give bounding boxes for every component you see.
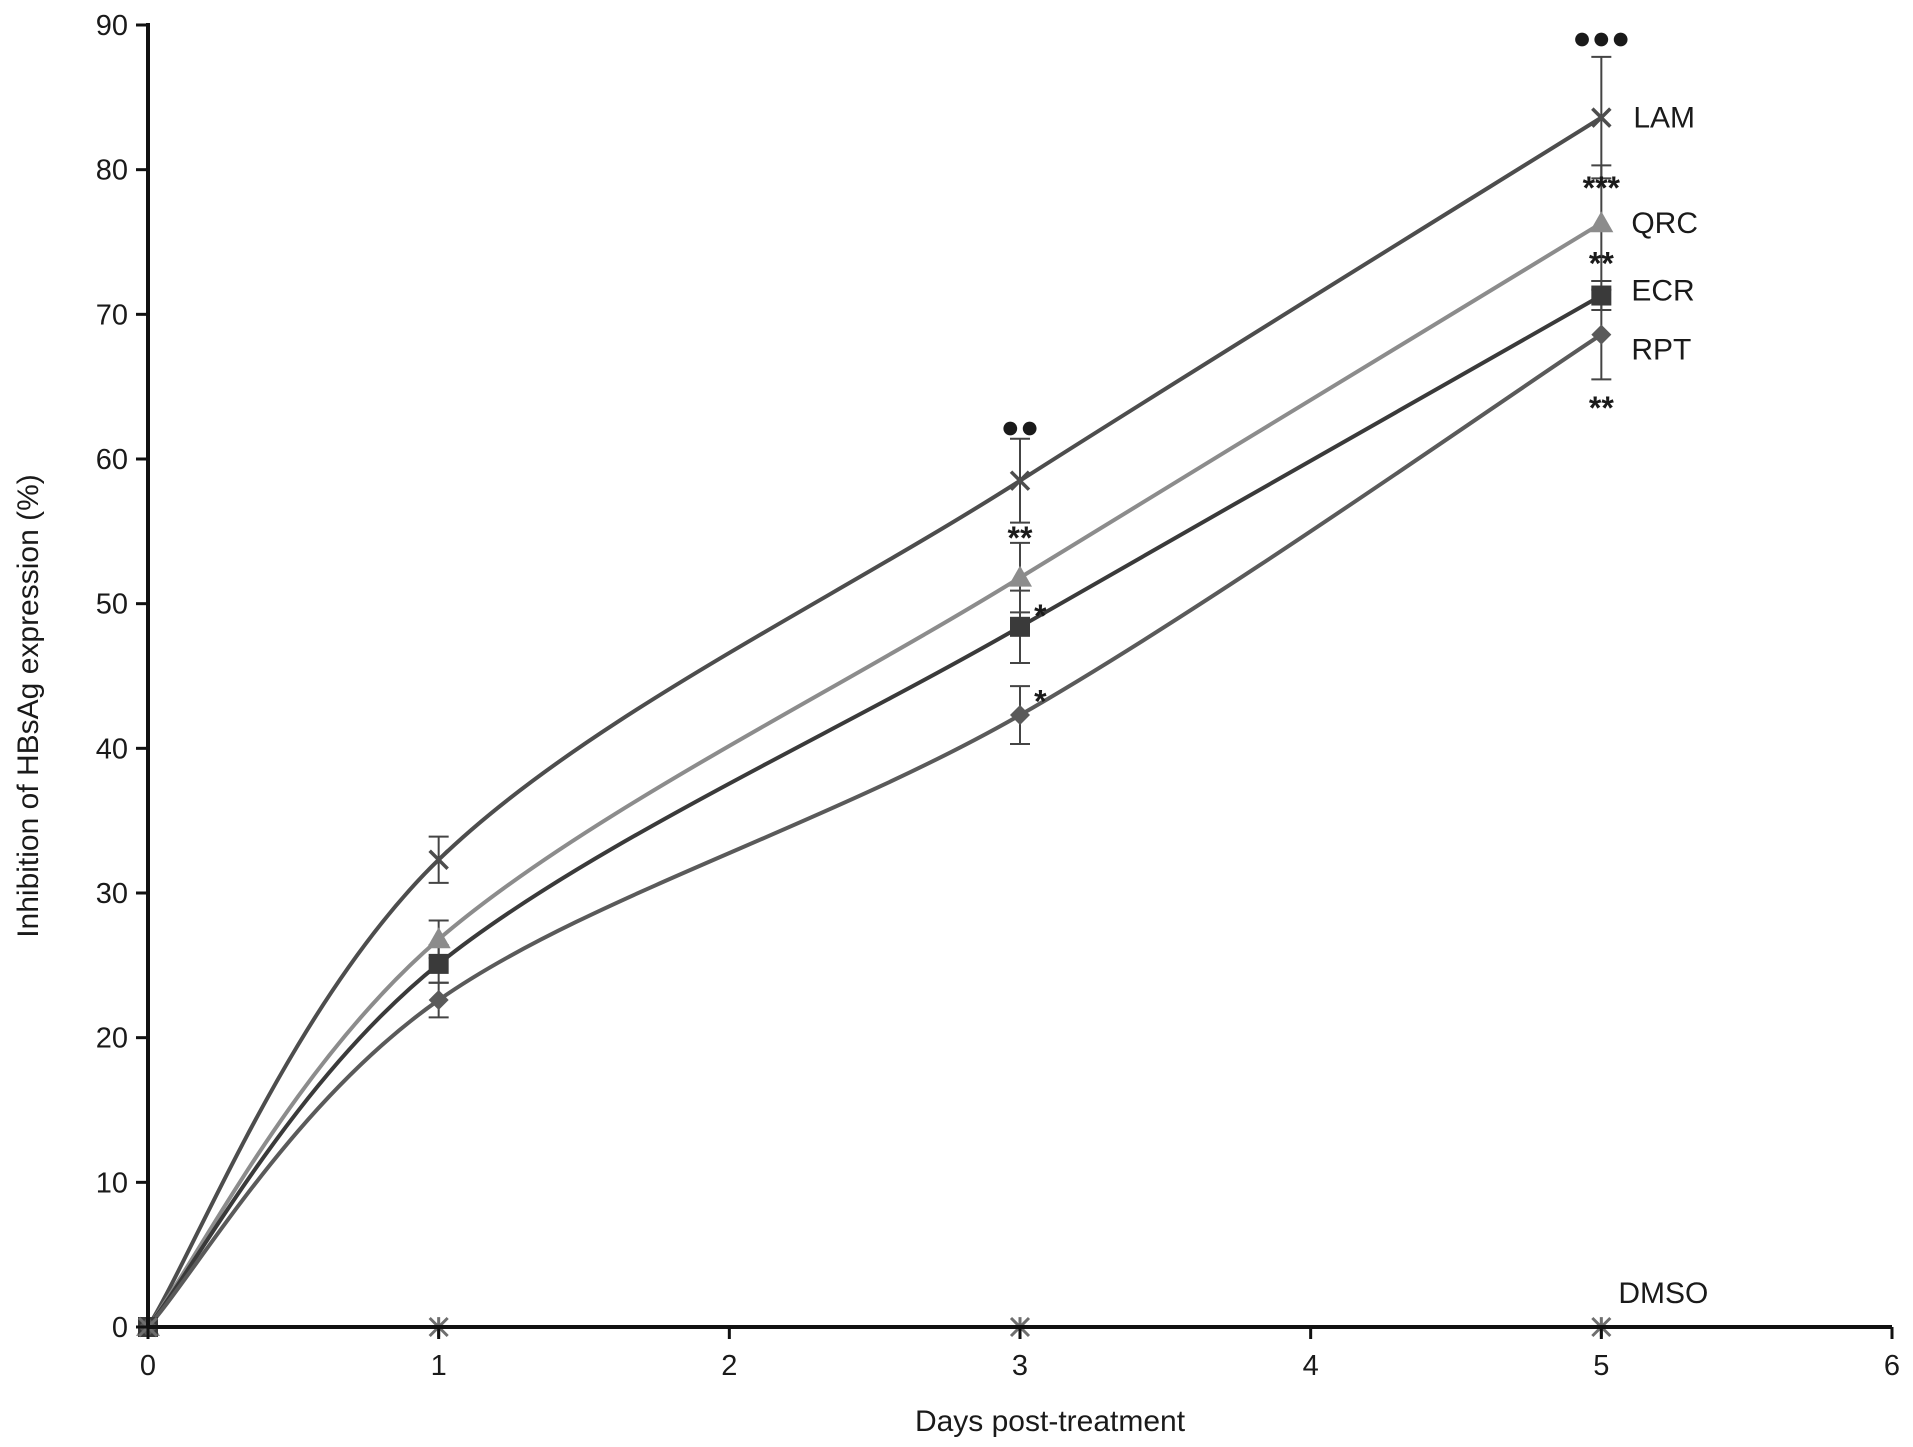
ecr-marker [1591, 285, 1612, 306]
significance-mark: ●● [1001, 409, 1040, 445]
y-tick-label: 30 [96, 878, 128, 910]
lam-marker [428, 849, 449, 870]
qrc-marker [426, 927, 451, 949]
significance-mark: *** [1583, 170, 1621, 206]
series-lines [146, 115, 1603, 1330]
qrc-line [146, 221, 1603, 1329]
data-markers [136, 107, 1614, 1338]
significance-mark: ** [1589, 390, 1614, 426]
qrc-marker [1589, 211, 1614, 233]
x-tick-label: 4 [1303, 1350, 1319, 1382]
series-labels: LAM QRC ECR RPT DMSO [1618, 102, 1708, 1310]
x-tick-label: 6 [1884, 1350, 1900, 1382]
y-tick-label: 80 [96, 155, 128, 187]
significance-mark: * [1034, 598, 1047, 634]
series-label-dmso: DMSO [1618, 1277, 1708, 1310]
axes [136, 23, 1894, 1339]
series-label-lam: LAM [1633, 102, 1695, 135]
y-tick-label: 20 [96, 1023, 128, 1055]
y-tick-label: 50 [96, 589, 128, 621]
x-axis-title: Days post-treatment [915, 1405, 1186, 1438]
x-tick-label: 1 [431, 1350, 447, 1382]
rpt-line [146, 332, 1603, 1329]
y-tick-label: 70 [96, 299, 128, 331]
y-tick-label: 0 [112, 1312, 128, 1344]
y-tick-label: 10 [96, 1167, 128, 1199]
ecr-marker [428, 953, 449, 974]
tick-labels: 0 10 20 30 40 50 60 70 80 90 0 1 2 3 4 5 6 [96, 10, 1900, 1382]
x-tick-label: 2 [721, 1350, 737, 1382]
rpt-marker [1591, 324, 1612, 345]
x-tick-label: 3 [1012, 1350, 1028, 1382]
x-tick-label: 0 [140, 1350, 156, 1382]
lam-marker [1591, 107, 1612, 128]
y-tick-label: 60 [96, 444, 128, 476]
series-label-ecr: ECR [1631, 275, 1694, 308]
lam-marker [1009, 470, 1031, 491]
series-label-rpt: RPT [1631, 334, 1691, 367]
significance-mark: ●●● [1572, 20, 1630, 56]
lam-line [146, 115, 1603, 1329]
y-tick-label: 40 [96, 733, 128, 765]
y-tick-label: 90 [96, 10, 128, 42]
x-tick-label: 5 [1593, 1350, 1609, 1382]
qrc-marker [1008, 565, 1032, 587]
series-label-qrc: QRC [1631, 207, 1698, 240]
ecr-line [146, 293, 1603, 1329]
significance-mark: * [1034, 684, 1047, 720]
significance-mark: ** [1008, 520, 1033, 556]
ecr-marker [1010, 616, 1030, 637]
significance-mark: ** [1589, 245, 1614, 281]
rpt-marker [1010, 705, 1030, 726]
rpt-marker [428, 990, 449, 1011]
y-axis-title: Inhibition of HBsAg expression (%) [12, 474, 45, 938]
significance-annotations: ●●●*******●●**** [1001, 20, 1631, 720]
